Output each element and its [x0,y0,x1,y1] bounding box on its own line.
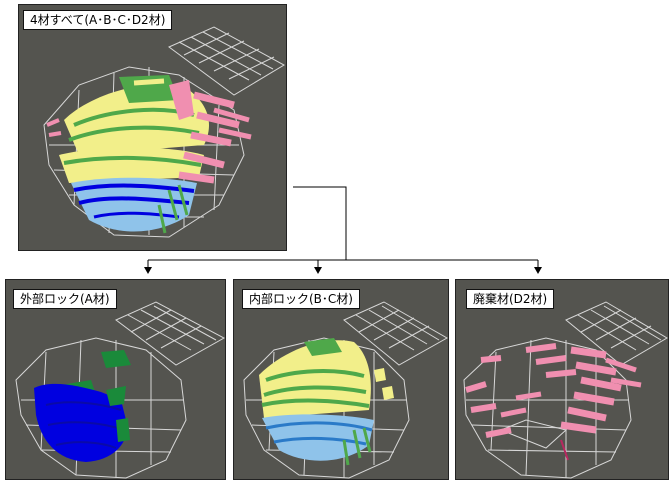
mesh-all [43,26,286,238]
panel-all-materials: 4材すべて(A･B･C･D2材) [18,4,287,251]
mesh-outer-rock [15,301,225,479]
panel-label-outer-rock: 外部ロック(A材) [13,289,117,309]
panel-outer-rock: 外部ロック(A材) [5,279,226,480]
mesh-inner-rock [243,301,448,479]
mesh-waste [463,301,668,479]
arrow-mid [314,267,322,274]
panel-waste: 廃棄材(D2材) [455,279,669,480]
panel-label-waste: 廃棄材(D2材) [466,289,555,309]
arrow-right [534,267,542,274]
panel-label-all: 4材すべて(A･B･C･D2材) [23,10,173,30]
panel-inner-rock: 内部ロック(B･C材) [233,279,449,480]
panel-label-inner-rock: 内部ロック(B･C材) [242,289,360,309]
arrow-left [144,267,152,274]
